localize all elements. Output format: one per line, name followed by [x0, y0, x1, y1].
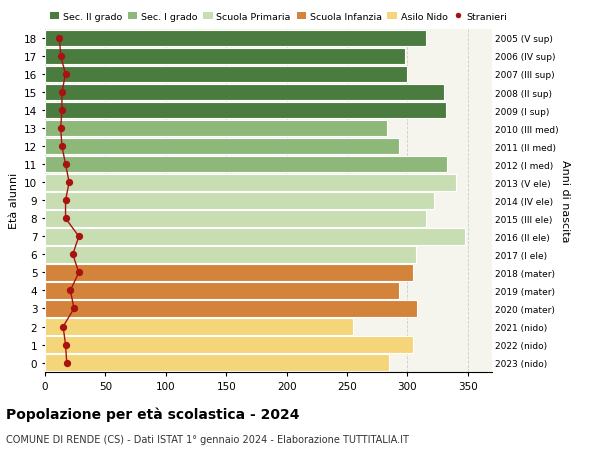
Point	[56, 125, 65, 133]
Point	[65, 287, 75, 295]
Point	[61, 215, 70, 223]
Bar	[45, 67, 407, 83]
Legend: Sec. II grado, Sec. I grado, Scuola Primaria, Scuola Infanzia, Asilo Nido, Stran: Sec. II grado, Sec. I grado, Scuola Prim…	[50, 12, 507, 22]
Point	[55, 35, 64, 43]
Bar	[45, 354, 389, 371]
Point	[74, 269, 83, 276]
Text: Popolazione per età scolastica - 2024: Popolazione per età scolastica - 2024	[6, 406, 299, 421]
Y-axis label: Anni di nascita: Anni di nascita	[560, 160, 569, 242]
Point	[61, 71, 70, 78]
Point	[61, 197, 70, 205]
Bar	[45, 192, 434, 209]
Bar	[45, 319, 353, 335]
Point	[57, 143, 67, 151]
Bar	[45, 121, 387, 137]
Bar	[45, 336, 413, 353]
Point	[68, 251, 77, 258]
Point	[69, 305, 79, 313]
Y-axis label: Età alunni: Età alunni	[8, 173, 19, 229]
Point	[57, 107, 67, 114]
Bar	[45, 283, 399, 299]
Bar	[45, 174, 456, 191]
Text: COMUNE DI RENDE (CS) - Dati ISTAT 1° gennaio 2024 - Elaborazione TUTTITALIA.IT: COMUNE DI RENDE (CS) - Dati ISTAT 1° gen…	[6, 434, 409, 444]
Bar	[45, 31, 425, 47]
Bar	[45, 229, 466, 245]
Bar	[45, 246, 416, 263]
Point	[62, 359, 71, 366]
Point	[61, 341, 70, 348]
Point	[58, 323, 68, 330]
Bar	[45, 139, 399, 155]
Bar	[45, 102, 446, 119]
Bar	[45, 301, 417, 317]
Bar	[45, 157, 447, 173]
Point	[74, 233, 83, 241]
Bar	[45, 84, 443, 101]
Bar	[45, 264, 413, 281]
Point	[64, 179, 74, 186]
Point	[61, 161, 70, 168]
Bar	[45, 49, 405, 65]
Point	[57, 89, 67, 96]
Point	[56, 53, 65, 61]
Bar	[45, 211, 425, 227]
